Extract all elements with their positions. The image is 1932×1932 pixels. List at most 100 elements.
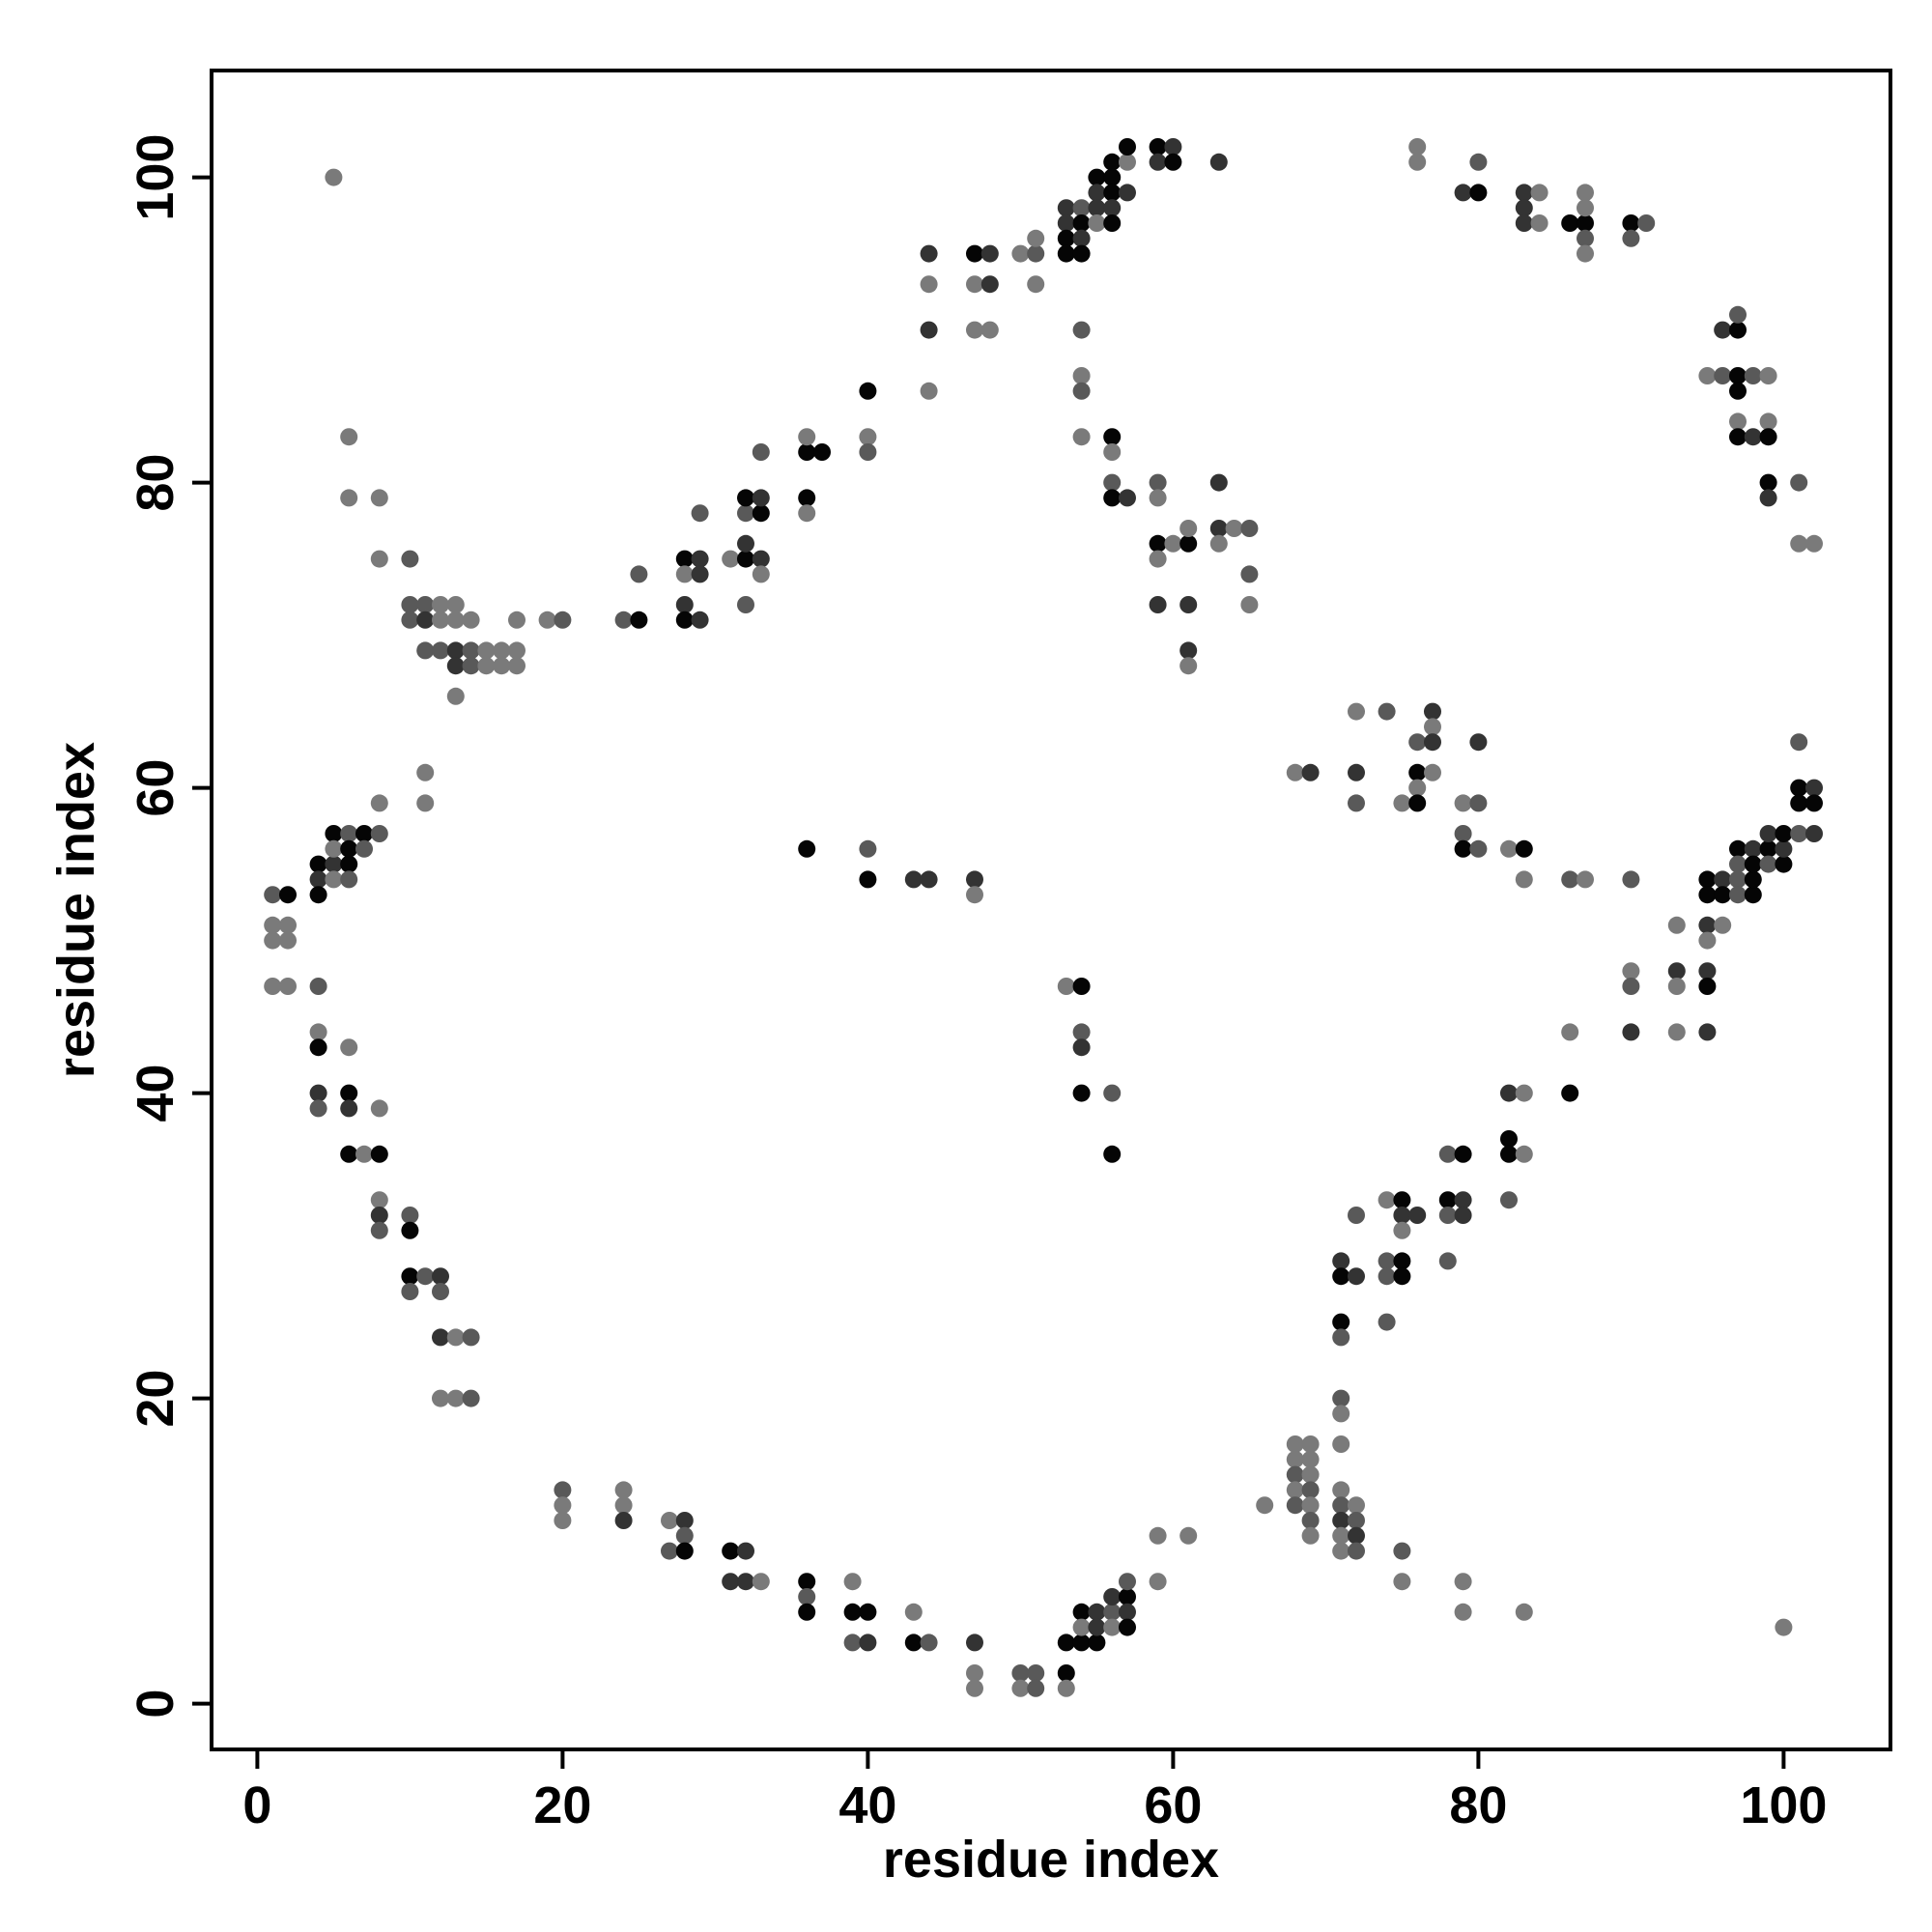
data-point <box>1378 702 1396 721</box>
x-tick-label: 60 <box>1144 1776 1202 1834</box>
data-point <box>309 886 327 904</box>
data-point <box>1332 1389 1350 1407</box>
data-point <box>752 489 770 507</box>
data-point <box>1454 1207 1472 1224</box>
data-point <box>401 611 419 629</box>
data-point <box>1500 1191 1518 1209</box>
data-point <box>1790 794 1808 812</box>
data-point <box>1332 1313 1350 1331</box>
data-point <box>264 886 282 904</box>
data-point <box>1103 1084 1122 1102</box>
data-point <box>1072 1038 1091 1057</box>
data-point <box>1057 1634 1075 1652</box>
data-point <box>1164 534 1182 553</box>
data-point <box>1149 153 1167 171</box>
data-point <box>1348 1207 1365 1224</box>
data-point <box>630 565 648 583</box>
data-point <box>1072 1618 1091 1636</box>
data-point <box>1515 199 1533 217</box>
data-point <box>1561 870 1579 889</box>
data-point <box>1119 138 1136 156</box>
data-point <box>1744 870 1762 889</box>
data-point <box>325 168 343 186</box>
data-point <box>920 1634 938 1652</box>
data-point <box>1577 229 1594 247</box>
data-point <box>1225 520 1243 537</box>
data-points <box>264 138 1823 1697</box>
data-point <box>370 1191 388 1209</box>
data-point <box>432 641 449 660</box>
data-point <box>1698 978 1717 995</box>
data-point <box>752 443 770 461</box>
data-point <box>1393 794 1411 812</box>
data-point <box>1424 763 1441 781</box>
data-point <box>1667 978 1686 995</box>
data-point <box>1332 1267 1350 1286</box>
data-point <box>920 321 938 339</box>
data-point <box>1454 839 1472 858</box>
data-point <box>1469 153 1488 171</box>
data-point <box>1103 184 1122 202</box>
data-point <box>1378 1191 1396 1209</box>
data-point <box>1622 214 1640 232</box>
data-point <box>1408 1207 1427 1224</box>
data-point <box>1714 367 1732 384</box>
data-point <box>1698 367 1717 384</box>
data-point <box>1438 1252 1457 1270</box>
data-point <box>1103 214 1122 232</box>
data-point <box>1149 596 1167 613</box>
data-point <box>1149 473 1167 492</box>
data-point <box>446 611 465 629</box>
data-point <box>1408 794 1427 812</box>
data-point <box>340 855 358 873</box>
data-point <box>798 428 816 446</box>
data-point <box>737 1573 754 1591</box>
data-point <box>1011 1664 1030 1682</box>
data-point <box>1348 1512 1365 1529</box>
data-point <box>1744 367 1762 384</box>
data-point <box>1209 534 1228 553</box>
data-point <box>737 596 754 613</box>
data-point <box>416 1267 435 1286</box>
data-point <box>1530 214 1548 232</box>
data-point <box>1561 1023 1579 1041</box>
data-point <box>477 657 496 675</box>
data-point <box>1072 199 1091 217</box>
data-point <box>401 1283 419 1300</box>
data-point <box>370 794 388 812</box>
data-point <box>1393 1191 1411 1209</box>
plot-frame <box>210 69 1892 1751</box>
data-point <box>1561 1084 1579 1102</box>
data-point <box>661 1542 678 1560</box>
data-point <box>1103 153 1122 171</box>
data-point <box>1348 763 1365 781</box>
data-point <box>1454 825 1472 842</box>
data-point <box>1759 489 1777 507</box>
data-point <box>1027 1664 1045 1682</box>
data-point <box>1027 229 1045 247</box>
data-point <box>401 1221 419 1239</box>
data-point <box>1057 199 1075 217</box>
data-point <box>798 1573 816 1591</box>
data-point <box>1011 244 1030 263</box>
data-point <box>1622 1023 1640 1041</box>
data-point <box>446 596 465 613</box>
data-point <box>1805 794 1823 812</box>
data-point <box>1301 1450 1320 1468</box>
data-point <box>1775 1618 1793 1636</box>
data-point <box>1348 1496 1365 1515</box>
data-point <box>1744 839 1762 858</box>
data-point <box>370 1099 388 1118</box>
data-point <box>554 611 572 629</box>
data-point <box>1790 825 1808 842</box>
y-tick-label: 40 <box>127 1065 185 1122</box>
data-point <box>1454 1145 1472 1163</box>
data-point <box>1209 520 1228 537</box>
data-point <box>1072 1603 1091 1621</box>
data-point <box>416 641 435 660</box>
data-point <box>1408 138 1427 156</box>
data-point <box>279 931 297 950</box>
data-point <box>370 550 388 568</box>
data-point <box>1729 886 1747 904</box>
data-point <box>675 611 694 629</box>
